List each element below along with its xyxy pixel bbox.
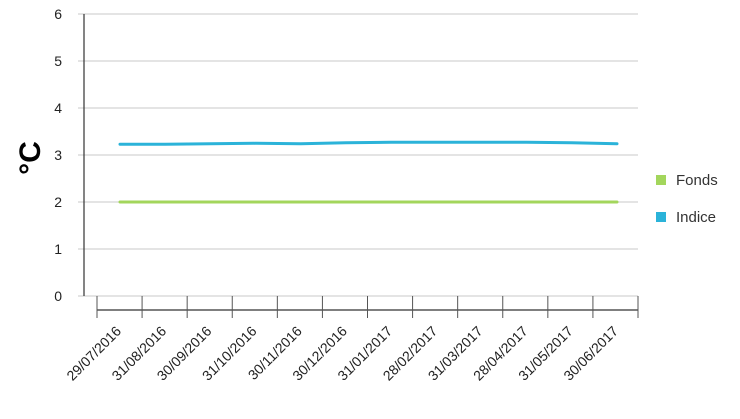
y-tick-label: 5 [54,53,62,69]
legend-swatch-indice [656,212,666,222]
label-layer: 012345629/07/201631/08/201630/09/201631/… [54,6,621,384]
axis-layer [83,14,639,318]
y-tick-label: 3 [54,147,62,163]
series-line-indice [118,140,619,146]
y-tick-label: 2 [54,194,62,210]
legend-label-fonds: Fonds [676,172,718,189]
y-axis-label: °C [14,141,47,175]
y-tick-label: 0 [54,288,62,304]
y-tick-label: 4 [54,100,62,116]
y-tick-label: 6 [54,6,62,22]
legend: Fonds Indice [656,172,718,226]
grid-layer [78,13,638,297]
y-tick-label: 1 [54,241,62,257]
series-layer [118,140,619,204]
legend-label-indice: Indice [676,209,716,226]
legend-swatch-fonds [656,175,666,185]
